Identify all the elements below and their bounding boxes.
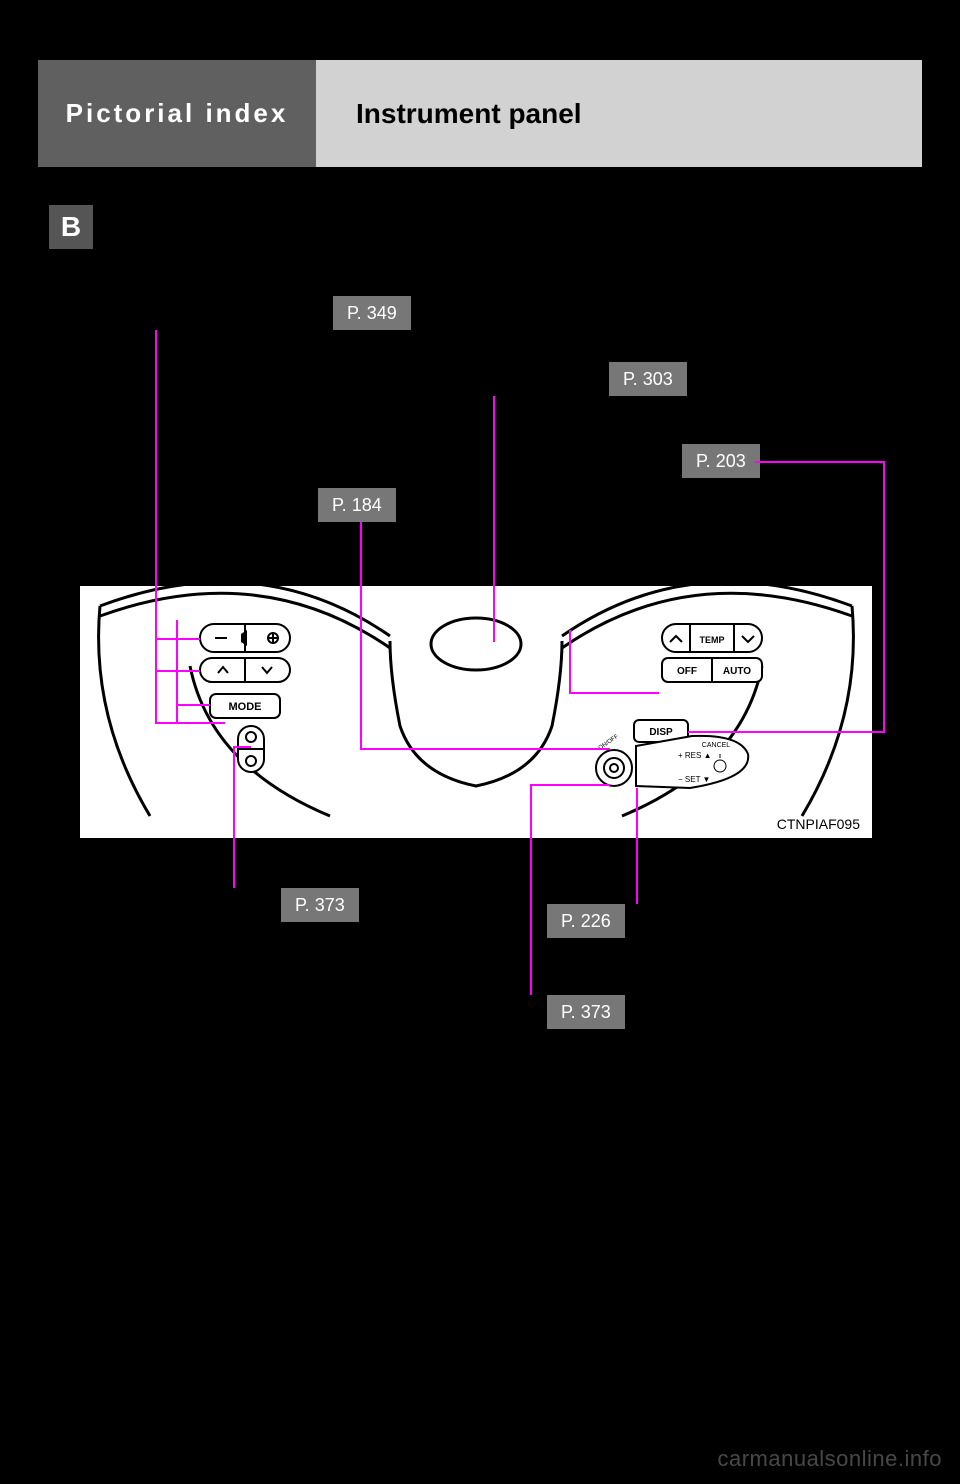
page-header: Pictorial index Instrument panel — [38, 60, 922, 167]
svg-text:CANCEL: CANCEL — [702, 742, 731, 749]
page-ref-349: P. 349 — [333, 296, 411, 330]
callout-line — [569, 630, 571, 694]
callout-line — [155, 638, 200, 640]
callout-line — [233, 746, 251, 748]
callout-line — [636, 788, 638, 904]
svg-text:DISP: DISP — [649, 727, 673, 738]
section-marker: B — [49, 205, 93, 249]
callout-line — [530, 784, 610, 786]
page-ref-373-left: P. 373 — [281, 888, 359, 922]
callout-line — [569, 692, 659, 694]
steering-wheel-diagram: MODE TEMP OFF AUTO — [80, 586, 872, 838]
callout-line — [155, 722, 225, 724]
svg-text:− SET ▼: − SET ▼ — [678, 775, 710, 784]
page-ref-373-right: P. 373 — [547, 995, 625, 1029]
callout-line — [530, 784, 532, 995]
callout-line — [688, 731, 885, 733]
callout-line — [176, 620, 178, 724]
svg-text:MODE: MODE — [229, 701, 262, 713]
callout-line — [176, 704, 210, 706]
page-ref-184: P. 184 — [318, 488, 396, 522]
svg-text:AUTO: AUTO — [723, 666, 751, 677]
callout-line — [360, 522, 362, 750]
header-right-title: Instrument panel — [356, 98, 582, 130]
page-ref-226: P. 226 — [547, 904, 625, 938]
header-left-block: Pictorial index — [38, 60, 316, 167]
svg-text:TEMP: TEMP — [699, 635, 724, 645]
header-left-title: Pictorial index — [66, 98, 289, 129]
page-ref-203: P. 203 — [682, 444, 760, 478]
callout-line — [360, 748, 610, 750]
callout-line — [883, 461, 885, 733]
svg-text:OFF: OFF — [677, 666, 697, 677]
callout-line — [155, 330, 157, 724]
callout-line — [155, 670, 200, 672]
callout-line — [755, 461, 885, 463]
diagram-code: CTNPIAF095 — [777, 816, 860, 832]
callout-line — [493, 396, 495, 642]
svg-text:+ RES ▲: + RES ▲ — [678, 751, 711, 760]
watermark: carmanualsonline.info — [717, 1446, 942, 1472]
page: Pictorial index Instrument panel B — [0, 0, 960, 1484]
page-ref-303: P. 303 — [609, 362, 687, 396]
callout-line — [233, 746, 235, 888]
header-right-block: Instrument panel — [316, 60, 922, 167]
